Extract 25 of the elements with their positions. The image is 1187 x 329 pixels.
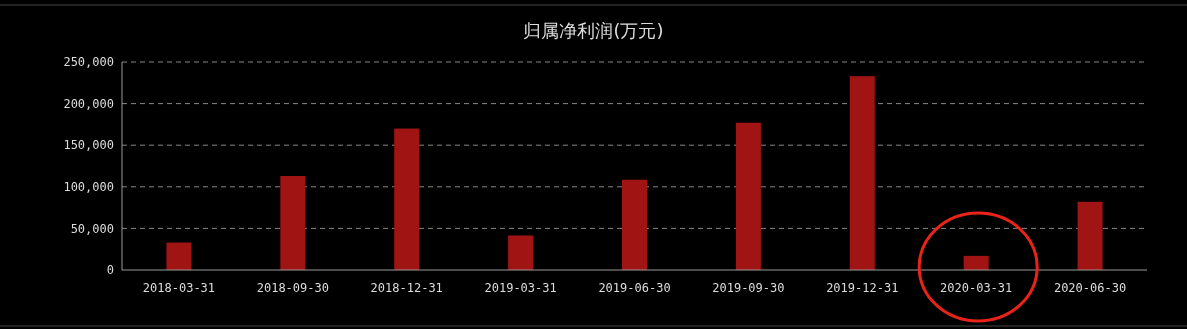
bar xyxy=(622,179,647,270)
bar xyxy=(849,76,875,270)
bar xyxy=(735,122,761,270)
bar xyxy=(1077,201,1103,270)
y-tick-label: 150,000 xyxy=(63,138,114,153)
x-tick-label: 2019-09-30 xyxy=(712,281,785,295)
y-tick-label: 250,000 xyxy=(63,55,114,70)
bar xyxy=(280,175,306,270)
y-tick-label: 0 xyxy=(106,263,114,278)
x-tick-label: 2018-12-31 xyxy=(370,281,443,295)
x-tick-label: 2018-03-31 xyxy=(142,281,216,295)
y-tick-label: 50,000 xyxy=(70,221,114,236)
y-tick-label: 100,000 xyxy=(63,180,114,194)
y-tick-label: 200,000 xyxy=(63,96,114,111)
bar xyxy=(166,242,192,270)
bar xyxy=(394,128,420,270)
bar xyxy=(963,255,989,270)
x-tick-label: 2020-03-31 xyxy=(940,281,1013,295)
x-tick-label: 2020-06-30 xyxy=(1053,281,1127,295)
bar xyxy=(508,235,534,270)
x-tick-label: 2019-12-31 xyxy=(826,281,899,295)
x-tick-label: 2019-03-31 xyxy=(484,281,557,295)
x-tick-label: 2019-06-30 xyxy=(598,281,671,295)
x-tick-label: 2018-09-30 xyxy=(256,281,329,295)
chart-title: 归属净利润(万元) xyxy=(523,20,664,41)
